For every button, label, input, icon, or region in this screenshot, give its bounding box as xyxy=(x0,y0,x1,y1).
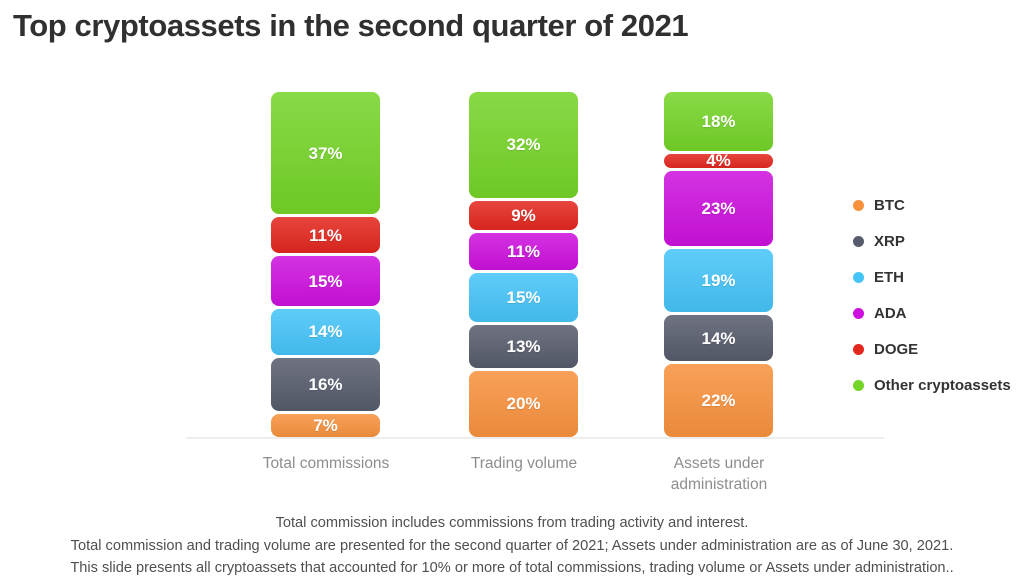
legend-item-eth: ETH xyxy=(853,269,1011,286)
legend-label: DOGE xyxy=(874,341,919,358)
bar-total-commissions: 37% 11% 15% 14% 16% 7% xyxy=(271,92,380,437)
legend-dot-other-cryptoassets xyxy=(853,380,864,391)
segment-doge-total-commissions: 11% xyxy=(271,217,380,254)
segment-value-label: 19% xyxy=(701,271,736,291)
page-title: Top cryptoassets in the second quarter o… xyxy=(13,8,689,43)
segment-value-label: 11% xyxy=(308,225,343,245)
segment-eth-total-commissions: 14% xyxy=(271,308,380,356)
footnote-line-1: Total commission includes commissions fr… xyxy=(275,515,749,531)
segment-btc-trading-volume: 20% xyxy=(469,370,578,437)
segment-value-label: 20% xyxy=(506,394,541,414)
segment-doge-trading-volume: 9% xyxy=(469,200,578,231)
segment-ada-total-commissions: 15% xyxy=(271,256,380,306)
segment-value-label: 22% xyxy=(701,391,736,411)
legend-item-xrp: XRP xyxy=(853,233,1011,250)
segment-value-label: 4% xyxy=(706,151,731,171)
segment-ada-trading-volume: 11% xyxy=(469,233,578,270)
segment-other-cryptoassets-total-commissions: 37% xyxy=(271,92,380,215)
legend-dot-ada xyxy=(853,308,864,319)
category-label-trading-volume: Trading volume xyxy=(470,455,578,472)
bar-assets-under-administration: 18% 4% 23% 19% 14% 22% xyxy=(664,92,773,437)
legend-dot-eth xyxy=(853,272,864,283)
legend-label: ADA xyxy=(874,305,907,322)
category-label-total-commissions: Total commissions xyxy=(262,455,390,472)
segment-value-label: 14% xyxy=(701,328,736,348)
segment-value-label: 11% xyxy=(506,241,541,261)
legend-label: ETH xyxy=(874,269,904,286)
segment-btc-assets-under-administration: 22% xyxy=(664,364,773,437)
bar-trading-volume: 32% 9% 11% 15% 13% 20% xyxy=(469,92,578,437)
segment-value-label: 18% xyxy=(701,112,736,132)
segment-ada-assets-under-administration: 23% xyxy=(664,170,773,247)
segment-xrp-assets-under-administration: 14% xyxy=(664,315,773,362)
legend-dot-btc xyxy=(853,200,864,211)
legend-item-doge: DOGE xyxy=(853,341,1011,358)
legend-label: BTC xyxy=(874,197,905,214)
segment-value-label: 14% xyxy=(308,322,343,342)
legend-item-btc: BTC xyxy=(853,197,1011,214)
segment-value-label: 7% xyxy=(313,415,338,435)
segment-value-label: 15% xyxy=(506,287,541,307)
footnote-line-3: This slide presents all cryptoassets tha… xyxy=(70,560,954,576)
segment-doge-assets-under-administration: 4% xyxy=(664,151,773,171)
x-axis-line xyxy=(186,437,884,439)
segment-eth-trading-volume: 15% xyxy=(469,272,578,323)
segment-other-cryptoassets-trading-volume: 32% xyxy=(469,92,578,198)
segment-value-label: 13% xyxy=(506,337,541,357)
footnotes: Total commission includes commissions fr… xyxy=(0,512,1024,580)
legend-label: XRP xyxy=(874,233,905,250)
segment-xrp-total-commissions: 16% xyxy=(271,358,380,411)
segment-eth-assets-under-administration: 19% xyxy=(664,249,773,313)
segment-value-label: 16% xyxy=(308,374,343,394)
legend-label: Other cryptoassets xyxy=(874,377,1011,394)
legend: BTC XRP ETH ADA DOGE Other cryptoassets xyxy=(853,197,1011,414)
segment-btc-total-commissions: 7% xyxy=(271,413,380,437)
legend-item-ada: ADA xyxy=(853,305,1011,322)
legend-dot-doge xyxy=(853,344,864,355)
category-label-assets-under-administration: Assets under administration xyxy=(670,455,768,493)
footnote-line-2: Total commission and trading volume are … xyxy=(70,537,954,554)
segment-value-label: 37% xyxy=(308,143,343,163)
segment-xrp-trading-volume: 13% xyxy=(469,325,578,368)
segment-value-label: 9% xyxy=(511,205,536,225)
legend-dot-xrp xyxy=(853,236,864,247)
legend-item-other-cryptoassets: Other cryptoassets xyxy=(853,377,1011,394)
segment-value-label: 15% xyxy=(308,271,343,291)
segment-other-cryptoassets-assets-under-administration: 18% xyxy=(664,92,773,152)
segment-value-label: 23% xyxy=(701,199,736,219)
segment-value-label: 32% xyxy=(506,135,541,155)
